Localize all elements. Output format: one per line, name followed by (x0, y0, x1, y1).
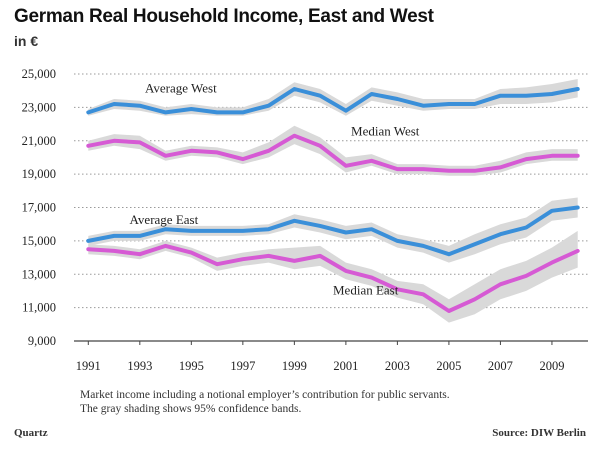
series-line-average-east (86, 205, 580, 257)
chart-title: German Real Household Income, East and W… (14, 6, 434, 27)
x-tick-label: 2009 (539, 359, 564, 373)
y-tick-label: 17,000 (22, 201, 56, 215)
y-tick-label: 11,000 (22, 301, 56, 315)
series-label-median-west: Median West (351, 124, 420, 139)
brand-label: Quartz (14, 427, 48, 439)
y-tick-label: 25,000 (22, 67, 56, 81)
series-label-average-east: Average East (130, 212, 199, 227)
y-axis-unit-label: in € (14, 33, 39, 49)
x-tick-label: 2003 (385, 359, 410, 373)
confidence-band-median-east (88, 230, 578, 323)
series-line-median-east (86, 243, 580, 313)
series-label-median-east: Median East (333, 282, 399, 297)
y-tick-label: 19,000 (22, 167, 56, 181)
y-tick-label: 9,000 (28, 334, 56, 348)
series-line-average-west (86, 87, 580, 115)
footnote-confidence-bands: The gray shading shows 95% confidence ba… (80, 403, 302, 415)
confidence-band-median-west (88, 125, 578, 176)
x-tick-label: 2005 (436, 359, 461, 373)
x-tick-label: 1993 (127, 359, 152, 373)
x-tick-label: 2001 (333, 359, 358, 373)
series-label-average-west: Average West (145, 80, 217, 95)
x-tick-label: 1997 (230, 359, 255, 373)
x-tick-label: 1995 (179, 359, 204, 373)
x-tick-label: 2007 (488, 359, 513, 373)
y-tick-label: 15,000 (22, 234, 56, 248)
x-tick-label: 1999 (282, 359, 307, 373)
y-tick-label: 21,000 (22, 134, 56, 148)
series-line-median-west (86, 133, 580, 173)
x-tick-label: 1991 (76, 359, 101, 373)
confidence-band-average-west (88, 79, 578, 116)
footnote-market-income: Market income including a notional emplo… (80, 389, 450, 401)
source-label: Source: DIW Berlin (492, 427, 586, 439)
y-tick-label: 23,000 (22, 100, 56, 114)
y-tick-label: 13,000 (22, 267, 56, 281)
